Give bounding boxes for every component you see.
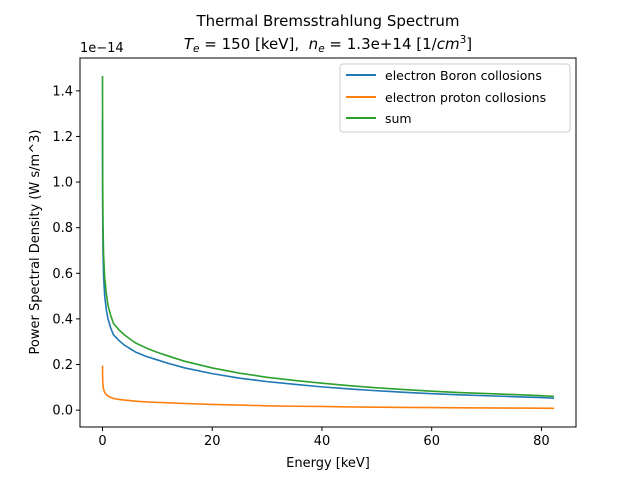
legend-box <box>339 63 571 133</box>
x-tick-label: 0 <box>98 434 106 449</box>
y-tick-label: 0.8 <box>52 221 73 236</box>
plot-frame <box>79 57 577 428</box>
y-tick-label: 0.2 <box>52 358 73 373</box>
series-line-sum <box>101 76 555 398</box>
y-tick-label: 1.0 <box>52 176 73 191</box>
subtitle-te-rest: = 150 [keV], <box>200 35 309 53</box>
legend-label-boron: electron Boron collosions <box>385 68 542 83</box>
y-tick-label: 0.4 <box>52 312 73 327</box>
subtitle-te-subscript: e <box>193 43 199 55</box>
y-axis-label: Power Spectral Density (W s/m^3) <box>28 130 43 355</box>
y-tick-label: 0.0 <box>52 404 73 419</box>
x-axis-label: Energy [keV] <box>286 456 370 471</box>
y-offset-text: 1e−14 <box>80 41 124 56</box>
subtitle-unit-close: ] <box>466 35 472 53</box>
subtitle-ne-rest: = 1.3e+14 [1/ <box>325 35 438 53</box>
chart-subtitle: Te = 150 [keV], ne = 1.3e+14 [1/cm3] <box>184 34 472 55</box>
subtitle-ne-symbol: n <box>309 35 319 53</box>
series-line-proton <box>101 365 555 410</box>
x-tick-label: 80 <box>533 434 550 449</box>
legend-label-proton: electron proton collosions <box>385 90 546 105</box>
subtitle-te-symbol: T <box>184 35 195 53</box>
subtitle-unit-exp: 3 <box>460 34 467 46</box>
x-tick-label: 20 <box>204 434 221 449</box>
y-tick-label: 0.6 <box>52 267 73 282</box>
y-tick-label: 1.4 <box>52 84 73 99</box>
subtitle-unit-cm: cm <box>437 35 460 53</box>
x-axis-ticks: 0 20 40 60 80 <box>98 427 550 449</box>
x-tick-label: 40 <box>314 434 331 449</box>
legend-label-sum: sum <box>385 111 412 126</box>
y-tick-label: 1.2 <box>52 130 73 145</box>
series-line-boron <box>101 120 555 400</box>
legend: electron Boron collosions electron proto… <box>339 63 571 133</box>
chart-title: Thermal Bremsstrahlung Spectrum <box>195 12 459 30</box>
subtitle-ne-subscript: e <box>318 43 324 55</box>
y-axis-ticks: 0.0 0.2 0.4 0.6 0.8 1.0 1.2 1.4 <box>52 84 80 419</box>
series-layer <box>101 76 555 410</box>
x-tick-label: 60 <box>423 434 440 449</box>
